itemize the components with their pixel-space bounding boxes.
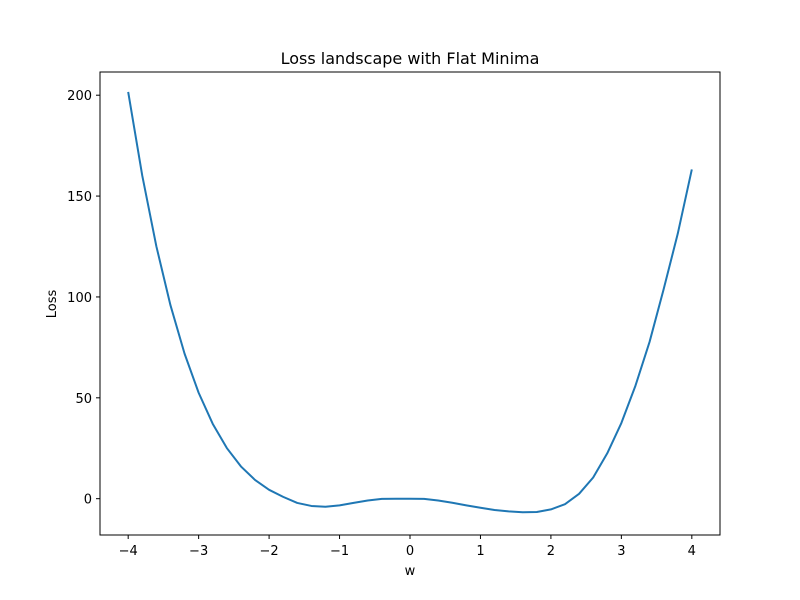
y-tick-label: 200 (67, 89, 92, 104)
x-tick-label: 3 (617, 544, 625, 559)
y-tick-label: 100 (67, 291, 92, 306)
y-tick-label: 150 (67, 190, 92, 205)
axes: −4 −3 −2 −1 0 1 2 3 4 0 50 100 150 200 (67, 71, 721, 559)
x-tick-label: −1 (330, 544, 349, 559)
x-tick-label: 1 (476, 544, 484, 559)
plot-area (127, 91, 693, 514)
x-tick-label: −4 (119, 544, 138, 559)
x-tick-label: 2 (547, 544, 555, 559)
y-axis-label: Loss (45, 290, 60, 319)
series-line-0 (127, 91, 693, 514)
x-tick-label: −3 (189, 544, 208, 559)
plot-frame (99, 71, 721, 536)
y-tick-label: 50 (75, 392, 92, 407)
y-tick-label: 0 (84, 493, 92, 508)
x-tick-label: −2 (260, 544, 279, 559)
x-tick-label: 4 (688, 544, 696, 559)
chart-title: Loss landscape with Flat Minima (281, 49, 540, 68)
x-axis-label: w (405, 564, 416, 579)
x-tick-label: 0 (406, 544, 414, 559)
